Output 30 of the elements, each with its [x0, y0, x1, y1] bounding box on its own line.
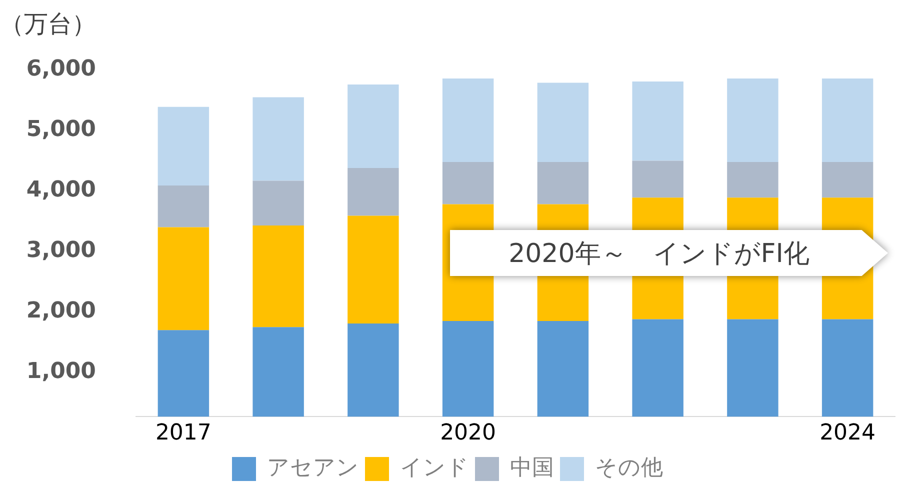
- bar: [822, 162, 874, 198]
- y-tick-label: 2,000: [26, 298, 96, 324]
- bar: [442, 162, 494, 204]
- legend-label: その他: [595, 456, 663, 481]
- y-tick-label: 6,000: [26, 56, 96, 82]
- legend-label: 中国: [510, 456, 554, 481]
- x-tick-label: 2024: [820, 420, 876, 446]
- bar: [348, 168, 399, 216]
- bar: [537, 162, 589, 204]
- bar: [348, 84, 399, 168]
- bar: [442, 78, 494, 162]
- y-axis-title: （万台）: [0, 10, 96, 38]
- legend-label: アセアン: [267, 456, 359, 481]
- bar: [632, 160, 684, 198]
- bar: [727, 162, 778, 198]
- bar: [727, 78, 778, 162]
- bar: [822, 78, 874, 162]
- y-tick-label: 3,000: [26, 238, 96, 264]
- x-tick-label: 2017: [155, 420, 212, 446]
- bar: [537, 82, 589, 162]
- y-tick-label: 1,000: [26, 359, 96, 384]
- bar: [252, 180, 304, 226]
- y-tick-label: 5,000: [26, 117, 96, 142]
- bar: [252, 97, 304, 181]
- bar: [158, 106, 210, 186]
- x-tick-label: 2020: [440, 420, 496, 446]
- legend-label: インド: [400, 456, 469, 481]
- y-tick-label: 4,000: [26, 178, 96, 203]
- bar: [632, 81, 684, 161]
- bar: [158, 186, 210, 228]
